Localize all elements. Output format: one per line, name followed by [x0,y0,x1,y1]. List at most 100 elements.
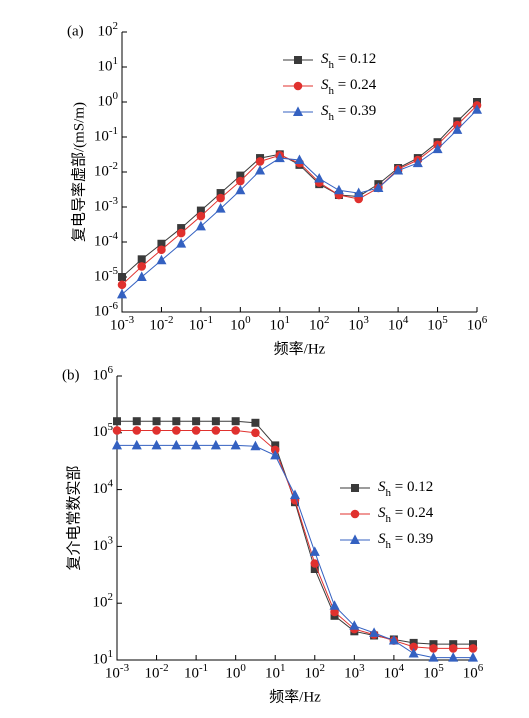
marker [373,182,384,192]
legend-label: Sh = 0.39 [378,531,433,550]
marker [429,644,438,653]
series-line [117,444,473,659]
legend-label: Sh = 0.12 [321,51,376,70]
marker [294,154,305,165]
marker [428,652,439,662]
x-tick-label: 106 [463,662,484,682]
legend-marker [294,56,302,64]
y-tick-label: 102 [93,591,114,611]
marker [156,254,167,265]
marker [309,546,320,556]
marker [230,439,241,450]
series-line [121,105,478,286]
marker [211,417,220,426]
marker [192,417,201,426]
x-tick-label: 106 [467,314,488,334]
marker [132,417,141,426]
marker [136,271,147,281]
marker [274,152,285,163]
marker [176,228,186,238]
x-tick-label: 10-1 [184,662,208,682]
y-tick-label: 103 [93,534,114,554]
legend-label: Sh = 0.24 [378,505,434,524]
legend-marker [293,81,303,91]
y-tick-label: 101 [98,55,119,75]
marker [171,439,182,450]
marker [172,417,181,426]
marker [191,439,202,450]
x-tick-label: 105 [427,314,448,334]
marker [215,203,226,213]
marker [255,157,265,166]
x-tick-label: 10-1 [189,314,213,334]
marker [251,418,260,427]
x-tick-label: 102 [309,314,330,334]
legend-label: Sh = 0.24 [321,77,377,96]
x-axis-label: 频率/Hz [274,340,326,357]
marker [196,211,206,221]
x-axis-label: 频率/Hz [269,688,321,705]
x-tick-label: 101 [265,662,286,682]
y-tick-label: 10-6 [94,300,119,320]
marker [310,559,320,568]
marker [152,426,161,435]
marker [369,627,380,637]
x-tick-label: 103 [344,662,365,682]
marker [231,426,240,435]
legend-marker [350,509,360,519]
x-tick-label: 10-2 [149,314,173,334]
series-line [121,101,478,278]
y-tick-label: 10-2 [94,160,118,180]
marker [289,489,301,500]
marker [137,262,147,271]
marker [468,644,478,653]
legend-marker [351,484,359,492]
marker [191,426,201,435]
x-tick-label: 100 [230,314,251,334]
marker [393,164,404,175]
panel-label: (a) [67,23,84,39]
legend-label: Sh = 0.39 [321,103,376,122]
x-tick-label: 10-2 [144,662,168,682]
marker [448,644,458,653]
marker [408,647,419,658]
marker [353,187,364,198]
marker [235,184,246,195]
marker [270,449,281,460]
legend-marker [349,534,361,544]
marker [176,238,187,248]
x-tick-label: 10-3 [105,662,130,682]
marker [152,417,161,426]
marker [118,273,126,281]
marker [211,426,221,435]
marker [216,193,225,203]
marker [151,439,162,450]
marker [333,184,344,195]
marker [471,104,483,114]
series-line [121,109,478,295]
x-tick-label: 100 [225,662,246,682]
marker [111,439,123,450]
x-tick-label: 105 [423,662,444,682]
marker [172,426,181,435]
marker [255,164,266,175]
x-tick-label: 101 [270,314,291,334]
y-tick-label: 10-3 [94,195,119,215]
y-axis-label: 复电导率虚部/(mS/m) [69,102,87,242]
marker [467,652,479,662]
marker [113,417,121,426]
legend-label: Sh = 0.12 [378,479,433,498]
marker [349,620,360,630]
marker [132,426,142,435]
legend-marker [292,106,304,116]
y-tick-label: 106 [93,364,114,384]
marker [231,417,240,426]
marker [131,439,142,450]
x-tick-label: 104 [384,662,405,682]
y-tick-label: 105 [93,420,114,440]
marker [314,172,325,183]
y-axis-label: 复介电常数实部 [64,465,82,570]
marker [329,600,340,610]
marker [236,176,245,186]
